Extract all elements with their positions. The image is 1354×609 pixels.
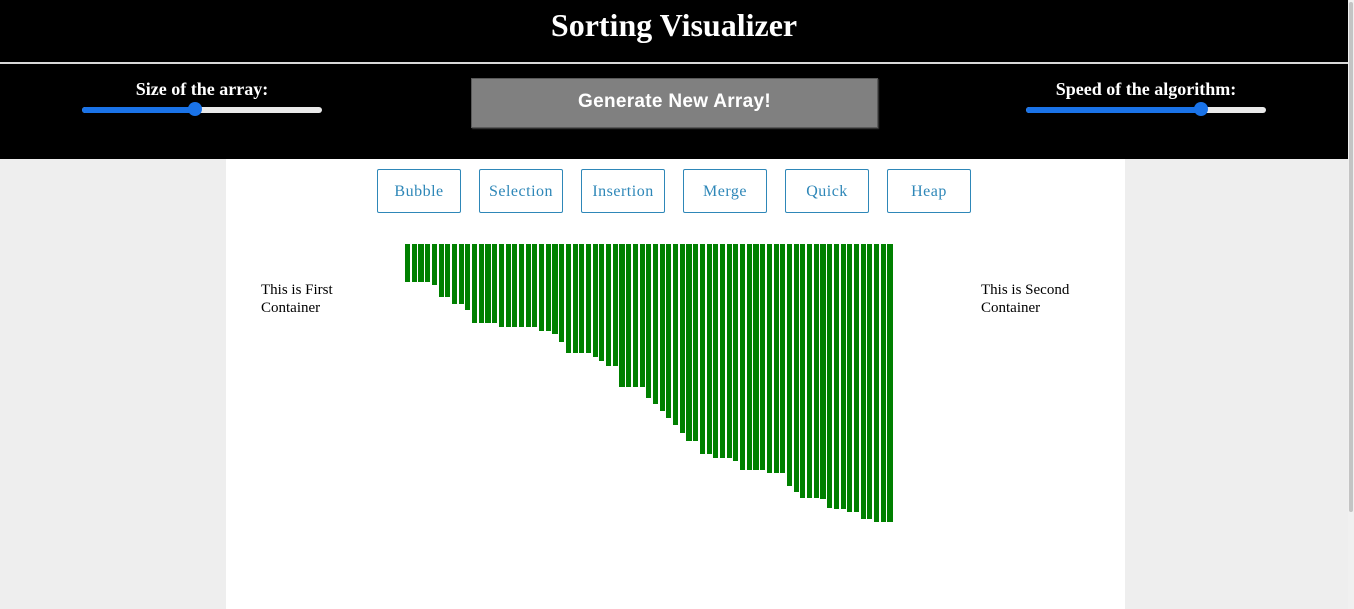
array-bar xyxy=(411,244,417,282)
array-bar xyxy=(686,244,692,441)
array-bar xyxy=(820,244,826,499)
control-bar: Size of the array: Generate New Array! S… xyxy=(0,64,1348,159)
array-bar xyxy=(565,244,571,353)
array-bar xyxy=(492,244,498,323)
array-bar xyxy=(451,244,458,304)
page-scrollbar[interactable] xyxy=(1348,0,1354,609)
page-title: Sorting Visualizer xyxy=(550,7,798,43)
selection-sort-button[interactable]: Selection xyxy=(479,169,563,213)
array-bar xyxy=(572,244,578,353)
array-bar xyxy=(827,244,833,508)
array-bar xyxy=(867,244,873,519)
scrollbar-thumb[interactable] xyxy=(1349,2,1353,512)
array-bar xyxy=(719,244,726,458)
array-bars xyxy=(405,244,895,544)
array-bar xyxy=(418,244,424,282)
speed-slider[interactable] xyxy=(1026,102,1266,116)
array-bar xyxy=(874,244,880,522)
array-size-slider-fill xyxy=(82,107,195,113)
array-bar xyxy=(726,244,732,458)
array-bar xyxy=(626,244,632,387)
array-bar xyxy=(525,244,531,327)
array-bar xyxy=(880,244,886,522)
array-bar xyxy=(552,244,558,334)
array-bar xyxy=(639,244,645,387)
array-bar xyxy=(632,244,638,387)
array-bar xyxy=(431,244,437,285)
array-bar xyxy=(699,244,705,454)
array-bar xyxy=(840,244,846,509)
speed-control: Speed of the algorithm: xyxy=(1016,79,1276,116)
array-bar xyxy=(807,244,813,498)
generate-array-button[interactable]: Generate New Array! xyxy=(471,78,878,128)
array-bar xyxy=(646,244,652,398)
array-bar xyxy=(445,244,451,297)
array-bar xyxy=(539,244,545,331)
array-bar xyxy=(706,244,712,454)
array-bar xyxy=(545,244,551,331)
array-bar xyxy=(498,244,504,327)
heap-sort-button[interactable]: Heap xyxy=(887,169,971,213)
array-bar xyxy=(518,244,525,327)
array-bar xyxy=(405,244,411,282)
array-bar xyxy=(465,244,471,310)
array-bar xyxy=(853,244,860,512)
second-container: This is Second Container xyxy=(981,282,1070,316)
array-bar xyxy=(579,244,585,353)
array-bar xyxy=(592,244,598,357)
array-bar xyxy=(679,244,685,433)
array-bar xyxy=(733,244,739,461)
array-bar xyxy=(833,244,839,509)
array-bar xyxy=(753,244,759,470)
speed-label: Speed of the algorithm: xyxy=(1055,79,1237,99)
array-bar xyxy=(860,244,866,519)
array-bar xyxy=(619,244,625,387)
array-bar xyxy=(813,244,819,498)
array-bar xyxy=(438,244,444,297)
array-bar xyxy=(693,244,699,441)
array-size-label: Size of the array: xyxy=(135,79,269,99)
array-size-control: Size of the array: xyxy=(72,79,332,116)
array-bar xyxy=(659,244,665,411)
array-bar xyxy=(847,244,853,512)
array-bar xyxy=(599,244,605,361)
array-bar xyxy=(773,244,779,473)
speed-slider-fill xyxy=(1026,107,1202,113)
quick-sort-button[interactable]: Quick xyxy=(785,169,869,213)
array-bar xyxy=(780,244,786,473)
array-bar xyxy=(793,244,799,492)
array-bar xyxy=(425,244,431,282)
insertion-sort-button[interactable]: Insertion xyxy=(581,169,665,213)
array-size-slider[interactable] xyxy=(82,102,322,116)
array-bar xyxy=(766,244,772,473)
array-bar xyxy=(559,244,565,342)
array-bar xyxy=(786,244,793,486)
merge-sort-button[interactable]: Merge xyxy=(683,169,767,213)
array-bar xyxy=(746,244,752,470)
array-bar xyxy=(458,244,464,304)
array-bar xyxy=(532,244,538,327)
array-bar xyxy=(485,244,491,323)
array-bar xyxy=(666,244,672,418)
bubble-sort-button[interactable]: Bubble xyxy=(377,169,461,213)
array-bar xyxy=(652,244,659,404)
array-size-slider-thumb[interactable] xyxy=(187,102,202,116)
array-bar xyxy=(760,244,766,470)
visualizer-panel: Bubble Selection Insertion Merge Quick H… xyxy=(226,159,1125,609)
array-bar xyxy=(478,244,484,323)
array-bar xyxy=(713,244,719,458)
array-bar xyxy=(472,244,478,323)
array-bar xyxy=(800,244,806,498)
array-bar xyxy=(505,244,511,327)
array-bar xyxy=(673,244,679,425)
array-bar xyxy=(606,244,612,366)
speed-slider-thumb[interactable] xyxy=(1194,102,1209,116)
array-bar xyxy=(740,244,746,470)
array-bar xyxy=(887,244,893,522)
array-bar xyxy=(585,244,592,353)
first-container: This is First Container xyxy=(261,282,333,316)
array-bar xyxy=(512,244,518,327)
array-bar xyxy=(612,244,618,366)
app-header: Sorting Visualizer xyxy=(0,0,1348,64)
